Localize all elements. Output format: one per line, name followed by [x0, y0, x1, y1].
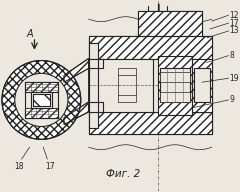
Bar: [25, 82, 58, 118]
Polygon shape: [64, 102, 89, 125]
Circle shape: [15, 73, 68, 127]
Bar: [25, 82, 58, 92]
Text: 18: 18: [14, 162, 24, 171]
Bar: [192, 65, 204, 105]
Bar: [89, 112, 98, 127]
Bar: [89, 43, 98, 59]
Bar: [160, 68, 190, 102]
Text: Фиг. 2: Фиг. 2: [106, 169, 140, 179]
Text: А: А: [26, 29, 33, 39]
Polygon shape: [192, 59, 212, 112]
Bar: [25, 108, 58, 118]
Text: 17: 17: [45, 162, 55, 171]
Bar: [30, 92, 52, 108]
Bar: [25, 82, 58, 92]
Polygon shape: [64, 59, 89, 82]
Text: I: I: [156, 4, 159, 14]
Bar: [160, 92, 190, 102]
Bar: [89, 112, 212, 134]
Bar: [89, 36, 212, 59]
Bar: [158, 56, 192, 115]
Bar: [138, 11, 202, 36]
Bar: [32, 94, 50, 106]
Text: 17: 17: [229, 19, 239, 28]
Bar: [89, 36, 212, 59]
Text: 19: 19: [229, 74, 239, 83]
Circle shape: [2, 60, 81, 139]
Text: 12: 12: [229, 11, 239, 20]
Bar: [89, 59, 153, 112]
Bar: [89, 112, 212, 134]
Text: 13: 13: [229, 26, 239, 36]
Polygon shape: [89, 36, 212, 134]
Bar: [25, 108, 58, 118]
Bar: [158, 56, 192, 115]
Bar: [89, 59, 98, 112]
Polygon shape: [64, 59, 89, 125]
Text: 9: 9: [229, 95, 234, 104]
Polygon shape: [138, 11, 202, 36]
Bar: [32, 94, 50, 106]
Bar: [160, 72, 190, 82]
Bar: [194, 68, 210, 102]
Text: 8: 8: [229, 51, 234, 60]
Bar: [118, 68, 136, 102]
Bar: [138, 11, 202, 36]
